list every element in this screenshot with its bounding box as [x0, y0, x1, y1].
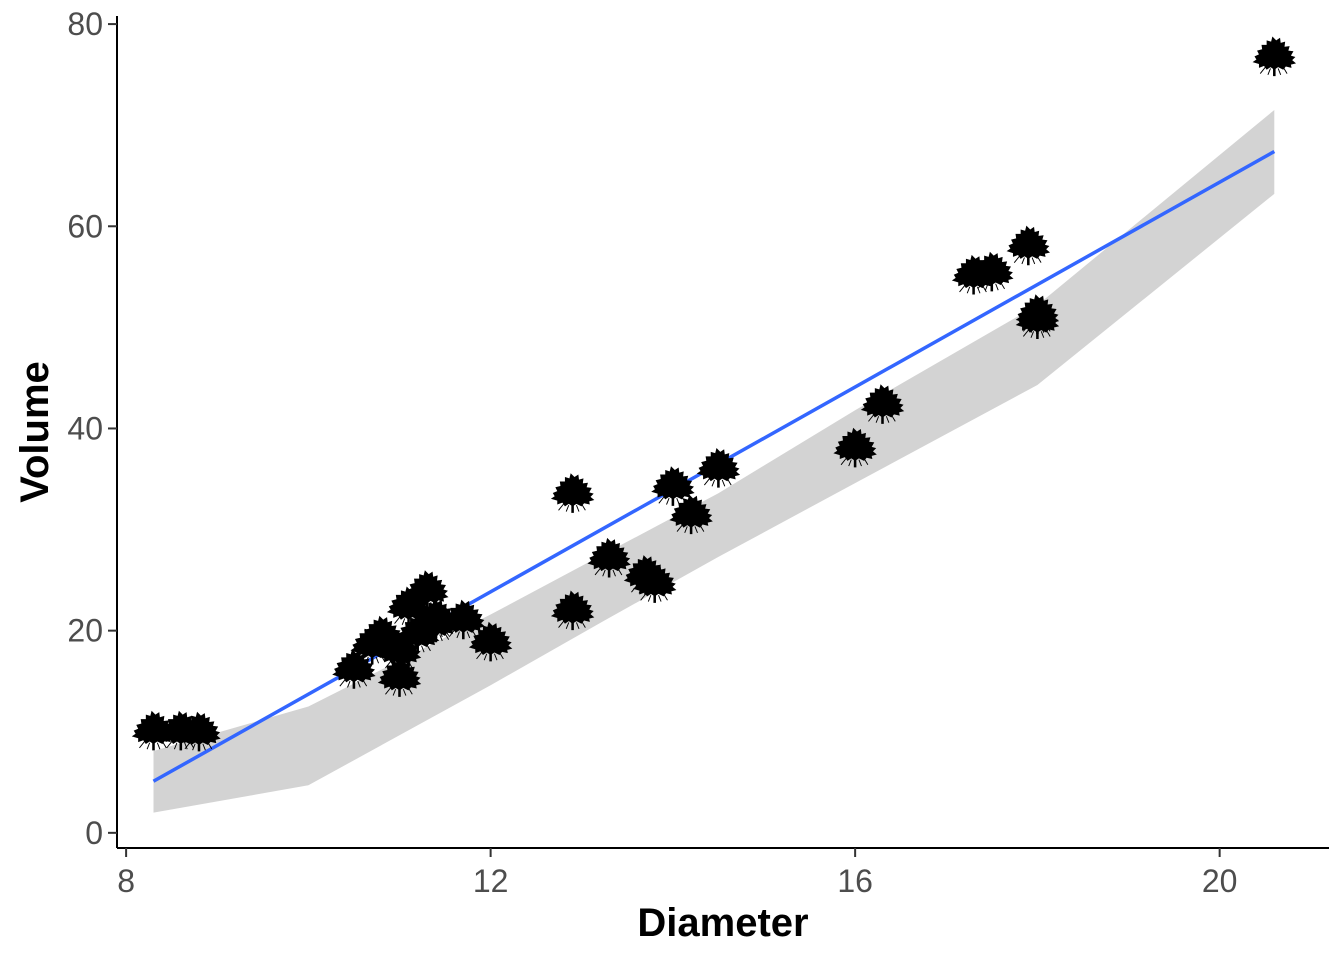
confidence-band	[153, 110, 1275, 813]
y-tick-label: 60	[67, 208, 103, 244]
x-axis-title: Diameter	[637, 901, 808, 945]
tree-icon	[1252, 35, 1297, 77]
x-tick-label: 16	[837, 863, 873, 899]
y-tick-label: 20	[67, 613, 103, 649]
y-tick-label: 0	[85, 815, 103, 851]
y-tick-label: 80	[67, 6, 103, 42]
y-axis-title: Volume	[13, 361, 57, 503]
tree-icon	[550, 472, 595, 514]
x-tick-label: 8	[117, 863, 135, 899]
x-tick-label: 12	[473, 863, 509, 899]
x-tick-label: 20	[1202, 863, 1238, 899]
y-tick-label: 40	[67, 410, 103, 446]
tree-icon	[1006, 225, 1051, 266]
